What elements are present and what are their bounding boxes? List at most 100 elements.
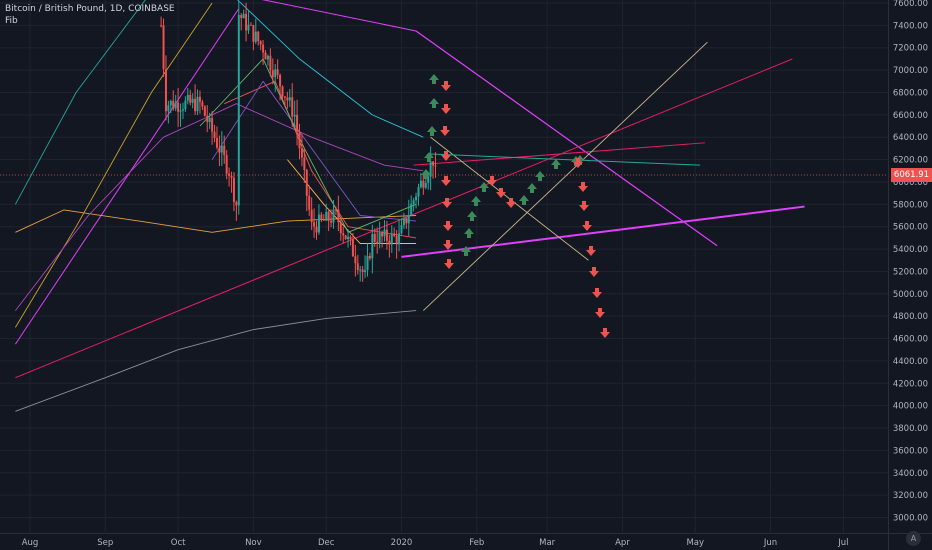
candle-body [186, 94, 189, 101]
moving-average-line [199, 58, 417, 233]
symbol-title[interactable]: Bitcoin / British Pound, 1D, COINBASE [5, 4, 175, 14]
candle-body [194, 98, 197, 112]
moving-average-line [237, 0, 424, 138]
candle-body [223, 145, 226, 156]
candle-body [208, 117, 211, 123]
price-tick-label: 4600.00 [893, 335, 928, 345]
candle-body [218, 147, 221, 153]
candle-body [383, 229, 386, 237]
candle-body [279, 74, 282, 87]
arrow-up-icon [479, 182, 489, 192]
candle-body [390, 233, 393, 245]
candle-body [429, 161, 432, 177]
arrow-up-icon [421, 169, 431, 179]
candle-body [262, 44, 265, 53]
candle-body [317, 214, 320, 233]
candle-body [412, 200, 415, 204]
candle-body [228, 173, 231, 176]
indicator-label[interactable]: Fib [5, 16, 18, 26]
candle-body [376, 241, 379, 244]
arrow-up-icon [429, 98, 439, 108]
candle-body [305, 169, 308, 196]
candle-body [181, 109, 184, 111]
candle-body [160, 25, 163, 27]
candle-body [281, 86, 284, 97]
candle-body [211, 117, 214, 132]
candle-body [320, 214, 323, 220]
candle-body [373, 233, 376, 242]
moving-average-line [15, 103, 424, 311]
candle-body [179, 110, 182, 112]
candle-body [184, 100, 187, 110]
arrow-up-icon [429, 74, 439, 84]
candle-body [427, 176, 430, 183]
price-tick-label: 3800.00 [893, 424, 928, 434]
candle-body [242, 13, 245, 19]
candle-body [276, 69, 279, 75]
time-tick-label: Jul [837, 538, 848, 548]
arrow-down-icon [441, 151, 451, 161]
price-tick-label: 4000.00 [893, 402, 928, 412]
price-tick-label: 5000.00 [893, 290, 928, 300]
candle-body [361, 269, 364, 273]
candle-body [288, 97, 291, 101]
candle-body [364, 270, 367, 273]
arrow-down-icon [579, 201, 589, 211]
candle-body [283, 96, 286, 98]
candle-body [235, 201, 238, 206]
arrow-down-icon [444, 259, 454, 269]
price-tick-label: 3600.00 [893, 446, 928, 456]
candle-body [230, 175, 233, 178]
candlesticks [160, 1, 437, 282]
time-tick-label: Apr [615, 538, 630, 548]
candle-body [189, 94, 192, 103]
candle-body [169, 100, 172, 106]
candle-body [395, 235, 398, 245]
candle-body [164, 69, 167, 112]
chart-grid [0, 0, 888, 533]
price-tick-label: 3000.00 [893, 514, 928, 524]
candle-body [385, 229, 388, 241]
auto-scale-icon[interactable]: A [906, 531, 921, 546]
candle-body [172, 100, 175, 109]
arrow-down-icon [440, 126, 450, 136]
candle-body [298, 131, 301, 149]
candle-body [349, 236, 352, 240]
arrow-up-icon [464, 228, 474, 238]
candle-body [424, 182, 427, 188]
time-tick-label: Nov [245, 538, 262, 548]
arrow-down-icon [582, 221, 592, 231]
candle-body [381, 232, 384, 237]
arrow-down-icon [441, 104, 451, 114]
candle-body [196, 96, 199, 112]
candle-body [215, 138, 218, 148]
candle-body [259, 41, 262, 45]
candle-body [249, 24, 252, 26]
resistance-line [415, 30, 718, 247]
moving-average-line [15, 310, 417, 412]
time-axis: Aug Sep Oct Nov Dec 2020 Feb Mar Apr May Jun Jul [0, 533, 932, 548]
candle-body [315, 226, 318, 233]
candle-body [201, 101, 204, 107]
trendline [413, 142, 706, 166]
candle-body [342, 233, 345, 236]
candle-body [296, 114, 299, 132]
price-tick-label: 5400.00 [893, 245, 928, 255]
candle-body [240, 14, 243, 19]
candle-body [310, 209, 313, 223]
time-tick-label: Dec [318, 538, 335, 548]
candle-body [191, 98, 194, 103]
candle-body [356, 263, 359, 271]
candle-body [434, 165, 437, 167]
arrow-down-icon [441, 176, 451, 186]
arrow-down-icon [592, 288, 602, 298]
candle-body [351, 239, 354, 257]
price-axis: 7600.00 7400.00 7200.00 7000.00 6800.00 6600.… [888, 0, 928, 550]
candle-body [405, 218, 408, 224]
candle-body [332, 209, 335, 223]
candle-body [177, 102, 180, 112]
candle-body [407, 215, 410, 224]
candle-body [419, 180, 422, 188]
moving-average-line [15, 209, 417, 233]
